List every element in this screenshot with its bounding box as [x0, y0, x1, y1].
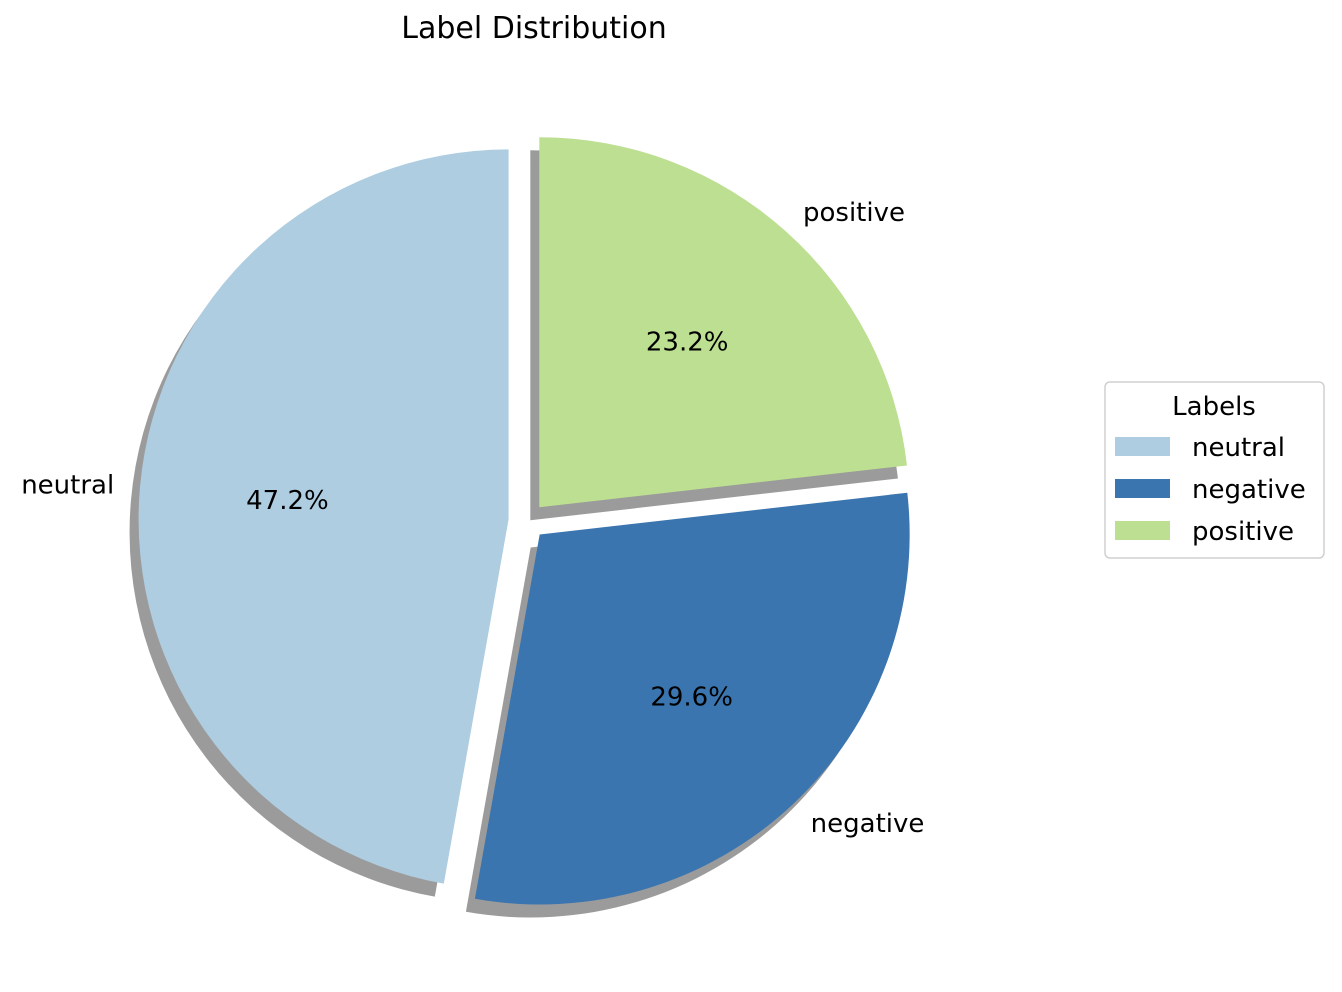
slice-neutral: [138, 149, 509, 884]
slice-label-negative: negative: [811, 809, 925, 839]
pct-label-positive: 23.2%: [646, 328, 729, 358]
pie-slices: [138, 137, 910, 905]
slice-label-positive: positive: [803, 198, 905, 228]
legend-label-positive: positive: [1192, 517, 1294, 547]
legend-swatch-negative: [1115, 479, 1170, 498]
slice-labels: 47.2% neutral 29.6% negative 23.2% positive: [21, 198, 924, 839]
legend-swatch-neutral: [1115, 437, 1170, 456]
legend-title: Labels: [1172, 392, 1256, 422]
slice-label-neutral: neutral: [21, 471, 114, 501]
pct-label-negative: 29.6%: [650, 682, 733, 712]
pct-label-neutral: 47.2%: [246, 486, 329, 516]
legend: Labels neutral negative positive: [1104, 381, 1325, 559]
slice-negative: [474, 492, 910, 905]
chart-title: Label Distribution: [401, 11, 667, 46]
legend-label-negative: negative: [1192, 475, 1306, 505]
legend-label-neutral: neutral: [1192, 433, 1285, 463]
legend-frame: [1104, 381, 1325, 559]
slice-positive: [539, 137, 907, 508]
legend-swatch-positive: [1115, 521, 1170, 540]
